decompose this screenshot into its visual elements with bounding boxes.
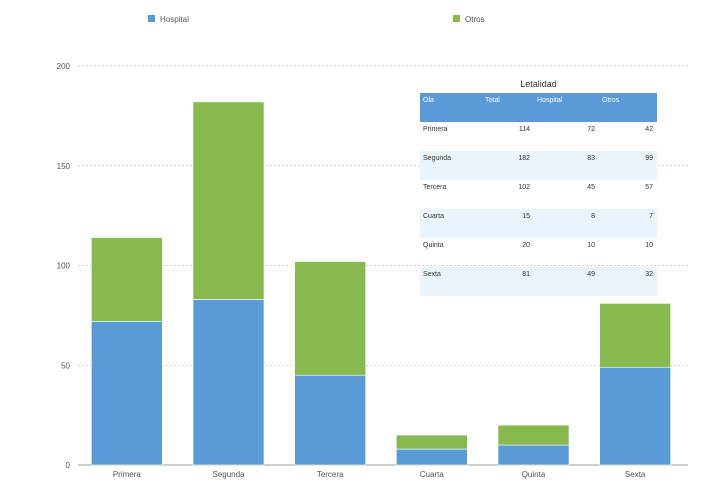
bar-otros-cuarta	[396, 434, 468, 450]
header-total: Total	[482, 93, 534, 122]
letalidad-table-panel: Letalidad Ola Total Hospital Otros Prime…	[420, 76, 657, 296]
x-category-label: Tercera	[317, 470, 344, 479]
bar-hospital-sexta	[599, 366, 671, 466]
legend-label-otros: Otros	[465, 15, 485, 24]
cell-ola: Quinta	[423, 242, 444, 249]
bar-hospital-quinta	[497, 444, 570, 466]
cell-hospital: 49	[534, 267, 599, 296]
bar-otros-primera	[91, 237, 163, 322]
table-header-row: Ola Total Hospital Otros	[420, 93, 657, 122]
cell-total: 114	[518, 126, 530, 133]
table-row: Quinta 20 10 10	[420, 238, 657, 267]
cell-total: 182	[482, 151, 534, 180]
cell-hospital: 72	[587, 126, 595, 133]
y-tick-label: 100	[57, 262, 71, 271]
x-category-label: Sexta	[625, 470, 646, 479]
cell-ola: Primera	[423, 126, 448, 133]
bar-otros-sexta	[599, 303, 671, 368]
cell-ola: Segunda	[420, 151, 482, 180]
cell-otros: 42	[645, 126, 653, 133]
cell-total: 81	[482, 267, 534, 296]
letalidad-table: Ola Total Hospital Otros Primera 114 72 …	[420, 93, 657, 296]
cell-hospital: 8	[534, 209, 599, 238]
cell-otros: 10	[645, 242, 653, 249]
bar-hospital-segunda	[192, 299, 265, 466]
cell-otros: 57	[645, 184, 653, 191]
bar-otros-tercera	[294, 261, 366, 376]
legend-label-hospital: Hospital	[160, 15, 189, 24]
cell-hospital: 83	[534, 151, 599, 180]
table-row: Tercera 102 45 57	[420, 180, 657, 209]
x-category-label: Primera	[113, 470, 142, 479]
y-tick-label: 150	[57, 162, 71, 171]
cell-ola: Tercera	[423, 184, 447, 191]
cell-hospital: 10	[587, 242, 595, 249]
cell-total: 15	[482, 209, 534, 238]
cell-otros: 32	[599, 267, 657, 296]
y-tick-label: 50	[61, 361, 70, 370]
legend-swatch-otros	[453, 15, 460, 22]
header-otros: Otros	[599, 93, 657, 122]
bar-otros-quinta	[497, 424, 570, 446]
table-row: Sexta 81 49 32	[420, 267, 657, 296]
cell-otros: 99	[599, 151, 657, 180]
cell-total: 20	[522, 242, 530, 249]
x-category-label: Segunda	[212, 470, 245, 479]
bar-hospital-cuarta	[396, 448, 468, 466]
legend-swatch-hospital	[148, 15, 155, 22]
cell-hospital: 45	[587, 184, 595, 191]
table-title: Letalidad	[520, 79, 557, 89]
y-tick-label: 0	[66, 461, 71, 470]
table-row: Segunda 182 83 99	[420, 151, 657, 180]
cell-otros: 7	[599, 209, 657, 238]
header-hospital: Hospital	[534, 93, 599, 122]
header-ola: Ola	[420, 93, 482, 122]
x-category-label: Quinta	[522, 470, 546, 479]
table-row: Cuarta 15 8 7	[420, 209, 657, 238]
bar-hospital-primera	[91, 321, 163, 466]
bar-hospital-tercera	[294, 374, 366, 466]
cell-ola: Cuarta	[420, 209, 482, 238]
cell-total: 102	[518, 184, 530, 191]
x-category-label: Cuarta	[420, 470, 445, 479]
y-tick-label: 200	[57, 62, 71, 71]
cell-ola: Sexta	[420, 267, 482, 296]
bar-otros-segunda	[192, 101, 265, 300]
table-row: Primera 114 72 42	[420, 122, 657, 151]
